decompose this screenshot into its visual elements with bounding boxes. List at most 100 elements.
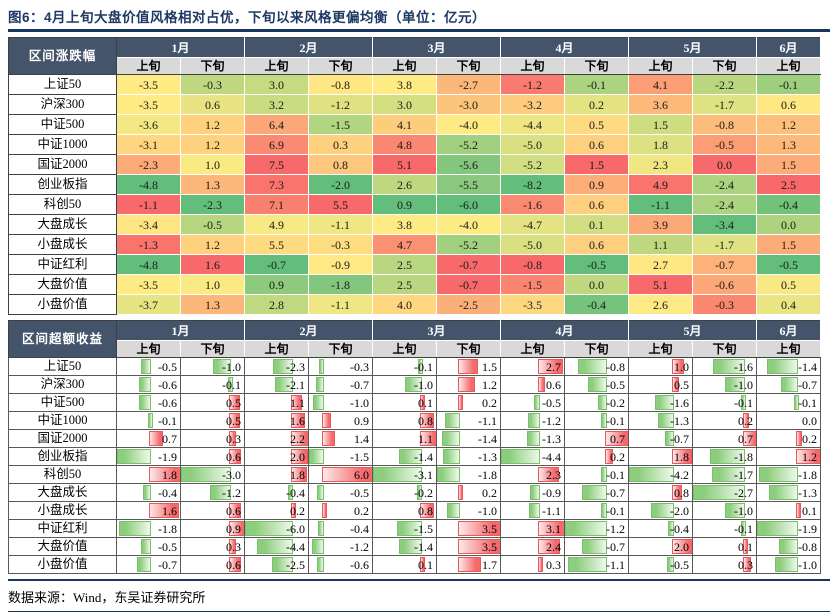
negative-data-bar — [398, 539, 422, 554]
positive-data-bar — [537, 377, 545, 392]
bar-cell: 0.6 — [500, 375, 565, 394]
cell-value: -2.5 — [286, 557, 305, 572]
cell-value: -1.6 — [734, 359, 753, 374]
half-month-subheader: 上旬 — [628, 57, 693, 75]
cell-value: -0.1 — [798, 395, 817, 410]
negative-data-bar — [530, 485, 540, 500]
negative-data-bar — [437, 467, 461, 482]
month-header: 1月 — [116, 37, 245, 58]
bar-cell: 6.0 — [308, 465, 373, 484]
negative-data-bar — [313, 395, 324, 410]
half-month-subheader: 下旬 — [692, 340, 757, 358]
negative-data-bar — [793, 395, 799, 410]
positive-data-bar — [671, 539, 692, 554]
heatmap-cell: 0.0 — [692, 154, 757, 175]
heatmap-cell: -1.1 — [308, 294, 373, 315]
month-header: 4月 — [500, 37, 629, 58]
cell-value: -0.6 — [158, 395, 177, 410]
bar-cell: 0.3 — [180, 429, 245, 448]
bar-cell: -1.5 — [372, 519, 437, 538]
cell-value: 0.2 — [354, 503, 369, 518]
negative-data-bar — [397, 521, 422, 536]
positive-data-bar — [419, 413, 434, 428]
heatmap-cell: 4.9 — [628, 174, 693, 195]
bar-cell: -6.0 — [244, 519, 309, 538]
cell-value: -4.2 — [670, 467, 689, 482]
heatmap-cell: -2.0 — [308, 174, 373, 195]
cell-value: 2.4 — [546, 539, 561, 554]
positive-data-bar — [537, 539, 561, 554]
data-source-note: 数据来源：Wind，东吴证券研究所 — [8, 590, 206, 605]
cell-value: 0.6 — [226, 557, 241, 572]
heatmap-cell: 0.9 — [244, 274, 309, 295]
bar-cell: -1.2 — [500, 411, 565, 430]
bar-cell: 2.7 — [500, 357, 565, 376]
row-label: 科创50 — [8, 465, 117, 484]
half-month-subheader: 上旬 — [372, 57, 437, 75]
heatmap-cell: 6.4 — [244, 114, 309, 135]
cell-value: 0.3 — [226, 539, 241, 554]
heatmap-cell: 7.5 — [244, 154, 309, 175]
cell-value: -1.0 — [350, 395, 369, 410]
heatmap-cell: -5.0 — [500, 234, 565, 255]
negative-data-bar — [568, 557, 607, 572]
cell-value: -1.2 — [606, 521, 625, 536]
cell-value: -0.4 — [286, 485, 305, 500]
bar-cell: 0.8 — [628, 483, 693, 502]
cell-value: -1.8 — [158, 521, 177, 536]
table-row: 沪深300 -3.5 0.6 3.2 -1.2 3.0 -3.0 -3.2 0.2 3.6 -1.7… — [8, 94, 821, 115]
cell-value: -0.1 — [606, 413, 625, 428]
month-header: 4月 — [500, 320, 629, 341]
heatmap-cell: -3.5 — [500, 294, 565, 315]
cell-value: -1.0 — [734, 503, 753, 518]
heatmap-cell: -2.3 — [116, 154, 181, 175]
cell-value: 0.7 — [610, 431, 625, 446]
heatmap-cell: -3.2 — [500, 94, 565, 115]
bar-cell: 0.3 — [692, 555, 757, 574]
cell-value: 0.6 — [226, 449, 241, 464]
negative-data-bar — [271, 557, 294, 572]
heatmap-cell: 1.6 — [180, 254, 245, 275]
bar-cell: -1.6 — [628, 393, 693, 412]
cell-value: -1.9 — [158, 449, 177, 464]
heatmap-cell: 4.1 — [372, 114, 437, 135]
bar-cell: 1.8 — [116, 465, 181, 484]
heatmap-cell: 2.8 — [244, 294, 309, 315]
bar-cell: 0.1 — [372, 393, 437, 412]
bar-cell: -1.1 — [436, 411, 501, 430]
negative-data-bar — [779, 539, 798, 554]
heatmap-cell: 3.0 — [372, 94, 437, 115]
positive-data-bar — [671, 449, 692, 464]
month-header: 2月 — [244, 37, 373, 58]
negative-data-bar — [315, 377, 324, 392]
positive-data-bar — [458, 485, 464, 500]
positive-data-bar — [149, 431, 164, 446]
heatmap-cell: -0.6 — [692, 274, 757, 295]
bar-cell: -1.0 — [372, 375, 437, 394]
heatmap-cell: 1.3 — [180, 294, 245, 315]
positive-data-bar — [419, 557, 425, 572]
cell-value: -6.0 — [286, 521, 305, 536]
heatmap-cell: 4.9 — [244, 214, 309, 235]
row-label: 小盘成长 — [8, 501, 117, 520]
negative-data-bar — [565, 521, 607, 536]
heatmap-cell: -0.5 — [692, 134, 757, 155]
bar-cell: 1.6 — [116, 501, 181, 520]
heatmap-cell: 0.1 — [564, 214, 629, 235]
bar-cell: -1.4 — [372, 447, 437, 466]
negative-data-bar — [533, 395, 540, 410]
negative-data-bar — [245, 521, 294, 536]
cell-value: 2.7 — [546, 359, 561, 374]
bar-cell: 0.2 — [244, 501, 309, 520]
positive-data-bar — [321, 431, 336, 446]
bar-cell: 0.2 — [436, 483, 501, 502]
negative-data-bar — [257, 539, 294, 554]
heatmap-cell: 0.5 — [564, 114, 629, 135]
cell-value: -0.8 — [798, 539, 817, 554]
cell-value: 0.6 — [226, 503, 241, 518]
cell-value: -1.1 — [542, 503, 561, 518]
heatmap-cell: -0.7 — [436, 254, 501, 275]
cell-value: -1.8 — [478, 467, 497, 482]
heatmap-cell: -1.2 — [500, 74, 565, 95]
table-row: 沪深300 -0.6 -0.1 -2.1 -0.7 -1.0 1.2 0.6 -0.5 0.5 -1… — [8, 375, 821, 394]
